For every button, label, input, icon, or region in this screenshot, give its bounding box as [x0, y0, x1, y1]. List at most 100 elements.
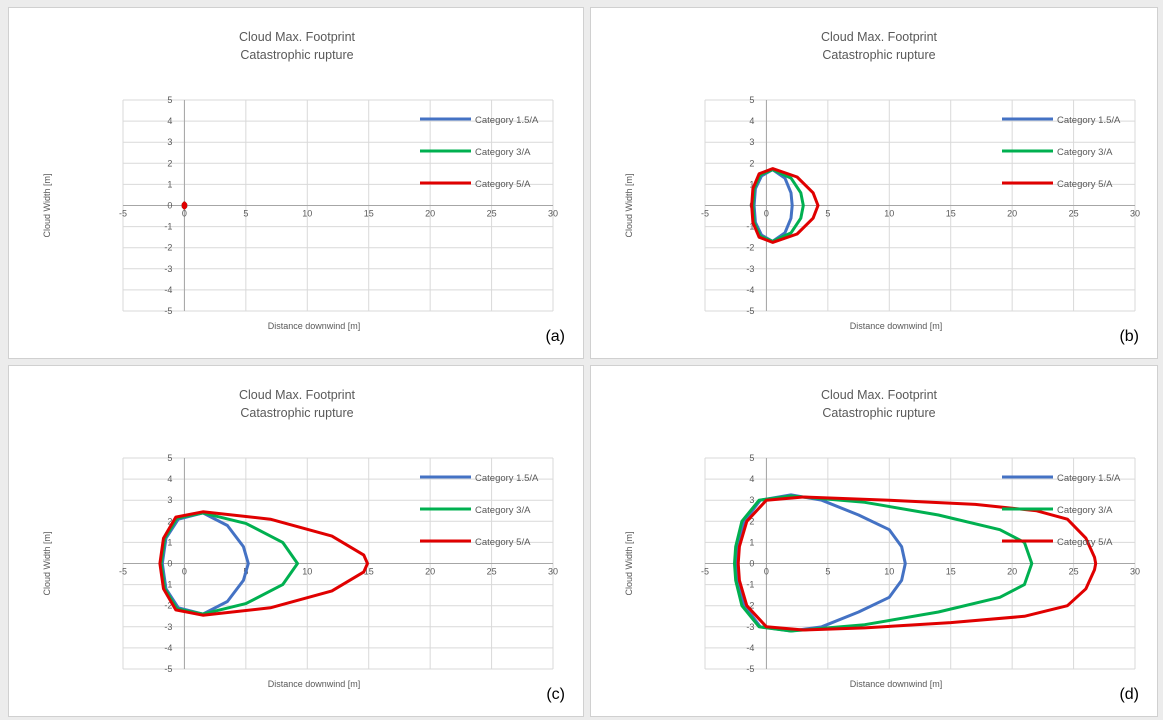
x-axis-label: Distance downwind [m]	[850, 679, 943, 689]
y-tick-label: 5	[167, 453, 172, 463]
x-tick-label: -5	[701, 567, 709, 577]
x-tick-label: 5	[243, 209, 248, 219]
x-tick-label: 25	[487, 567, 497, 577]
x-tick-label: 20	[1007, 209, 1017, 219]
chart-title-line: Catastrophic rupture	[240, 48, 353, 62]
y-tick-label: -2	[164, 243, 172, 253]
x-tick-label: -5	[119, 209, 127, 219]
chart-title-line: Cloud Max. Footprint	[239, 30, 356, 44]
chart-panel-a: Cloud Max. Footprint Catastrophic rupture…	[8, 7, 584, 359]
y-tick-label: 4	[167, 116, 172, 126]
x-tick-label: 0	[182, 567, 187, 577]
x-tick-label: -5	[701, 209, 709, 219]
y-tick-label: -4	[746, 285, 754, 295]
y-axis-label: Cloud Width [m]	[42, 173, 52, 237]
y-tick-label: -3	[746, 622, 754, 632]
y-tick-label: -1	[746, 580, 754, 590]
chart-d: Cloud Max. Footprint Catastrophic rupture…	[624, 388, 1140, 689]
y-tick-label: 4	[749, 116, 754, 126]
series-line-3	[750, 167, 820, 244]
x-tick-label: 15	[946, 209, 956, 219]
chart-title-line: Cloud Max. Footprint	[239, 388, 356, 402]
series-line-3	[736, 495, 1098, 632]
x-tick-label: 30	[548, 209, 558, 219]
chart-title-line: Cloud Max. Footprint	[821, 30, 938, 44]
y-tick-label: 1	[167, 179, 172, 189]
chart-c: Cloud Max. Footprint Catastrophic rupture…	[42, 388, 558, 689]
x-tick-label: 25	[487, 209, 497, 219]
legend-label: Category 3/A	[475, 505, 531, 516]
x-axis-label: Distance downwind [m]	[850, 321, 943, 331]
x-axis-label: Distance downwind [m]	[268, 321, 361, 331]
x-tick-label: 20	[425, 209, 435, 219]
y-axis-label: Cloud Width [m]	[42, 531, 52, 595]
chart-title-line: Catastrophic rupture	[822, 48, 935, 62]
y-tick-label: 3	[167, 495, 172, 505]
y-tick-label: 3	[167, 137, 172, 147]
x-tick-label: 15	[364, 209, 374, 219]
y-tick-label: 0	[167, 559, 172, 569]
y-axis-label: Cloud Width [m]	[624, 531, 634, 595]
x-tick-label: 30	[1130, 567, 1140, 577]
y-tick-label: 3	[749, 495, 754, 505]
x-tick-label: 10	[302, 209, 312, 219]
y-tick-label: 2	[749, 158, 754, 168]
y-tick-label: -1	[164, 222, 172, 232]
x-tick-label: 15	[364, 567, 374, 577]
series-line-2	[733, 494, 1034, 633]
y-tick-label: -5	[746, 664, 754, 674]
legend-label: Category 1.5/A	[1057, 115, 1121, 126]
y-axis-label: Cloud Width [m]	[624, 173, 634, 237]
x-tick-label: 10	[302, 567, 312, 577]
y-tick-label: 0	[749, 559, 754, 569]
y-tick-label: 0	[167, 201, 172, 211]
x-tick-label: 0	[764, 567, 769, 577]
x-tick-label: 25	[1069, 567, 1079, 577]
x-tick-label: 20	[1007, 567, 1017, 577]
x-tick-label: 0	[182, 209, 187, 219]
x-tick-label: 5	[825, 567, 830, 577]
legend-label: Category 5/A	[475, 179, 531, 190]
y-tick-label: -2	[164, 601, 172, 611]
x-tick-label: 30	[548, 567, 558, 577]
y-tick-label: -5	[164, 306, 172, 316]
series-line-1	[735, 493, 907, 633]
y-tick-label: 5	[167, 95, 172, 105]
y-tick-label: 5	[749, 95, 754, 105]
x-tick-label: 5	[825, 209, 830, 219]
chart-panel-b: Cloud Max. Footprint Catastrophic rupture…	[590, 7, 1158, 359]
y-tick-label: 1	[167, 537, 172, 547]
y-tick-label: 1	[749, 537, 754, 547]
series-line-3	[158, 510, 369, 617]
chart-title-line: Catastrophic rupture	[240, 406, 353, 420]
y-tick-label: -5	[164, 664, 172, 674]
series-line-3	[181, 201, 188, 210]
y-tick-label: -4	[164, 643, 172, 653]
y-tick-label: 5	[749, 453, 754, 463]
legend-label: Category 3/A	[1057, 505, 1113, 516]
x-tick-label: 10	[884, 567, 894, 577]
chart-b: Cloud Max. Footprint Catastrophic rupture…	[624, 30, 1140, 331]
x-tick-label: 10	[884, 209, 894, 219]
y-tick-label: 2	[749, 516, 754, 526]
panel-label-b: (b)	[1119, 328, 1139, 345]
legend-label: Category 5/A	[475, 537, 531, 548]
chart-panel-c: Cloud Max. Footprint Catastrophic rupture…	[8, 365, 584, 717]
legend-label: Category 5/A	[1057, 537, 1113, 548]
x-tick-label: -5	[119, 567, 127, 577]
x-tick-label: 25	[1069, 209, 1079, 219]
x-axis-label: Distance downwind [m]	[268, 679, 361, 689]
panel-label-c: (c)	[546, 686, 565, 703]
legend-label: Category 5/A	[1057, 179, 1113, 190]
y-tick-label: -2	[746, 243, 754, 253]
panel-label-d: (d)	[1119, 686, 1139, 703]
x-tick-label: 15	[946, 567, 956, 577]
y-tick-label: 4	[749, 474, 754, 484]
y-tick-label: -3	[746, 264, 754, 274]
chart-a: Cloud Max. Footprint Catastrophic rupture…	[42, 30, 558, 331]
y-tick-label: -2	[746, 601, 754, 611]
y-tick-label: 2	[167, 516, 172, 526]
y-tick-label: 1	[749, 179, 754, 189]
y-tick-label: 2	[167, 158, 172, 168]
y-tick-label: -1	[746, 222, 754, 232]
